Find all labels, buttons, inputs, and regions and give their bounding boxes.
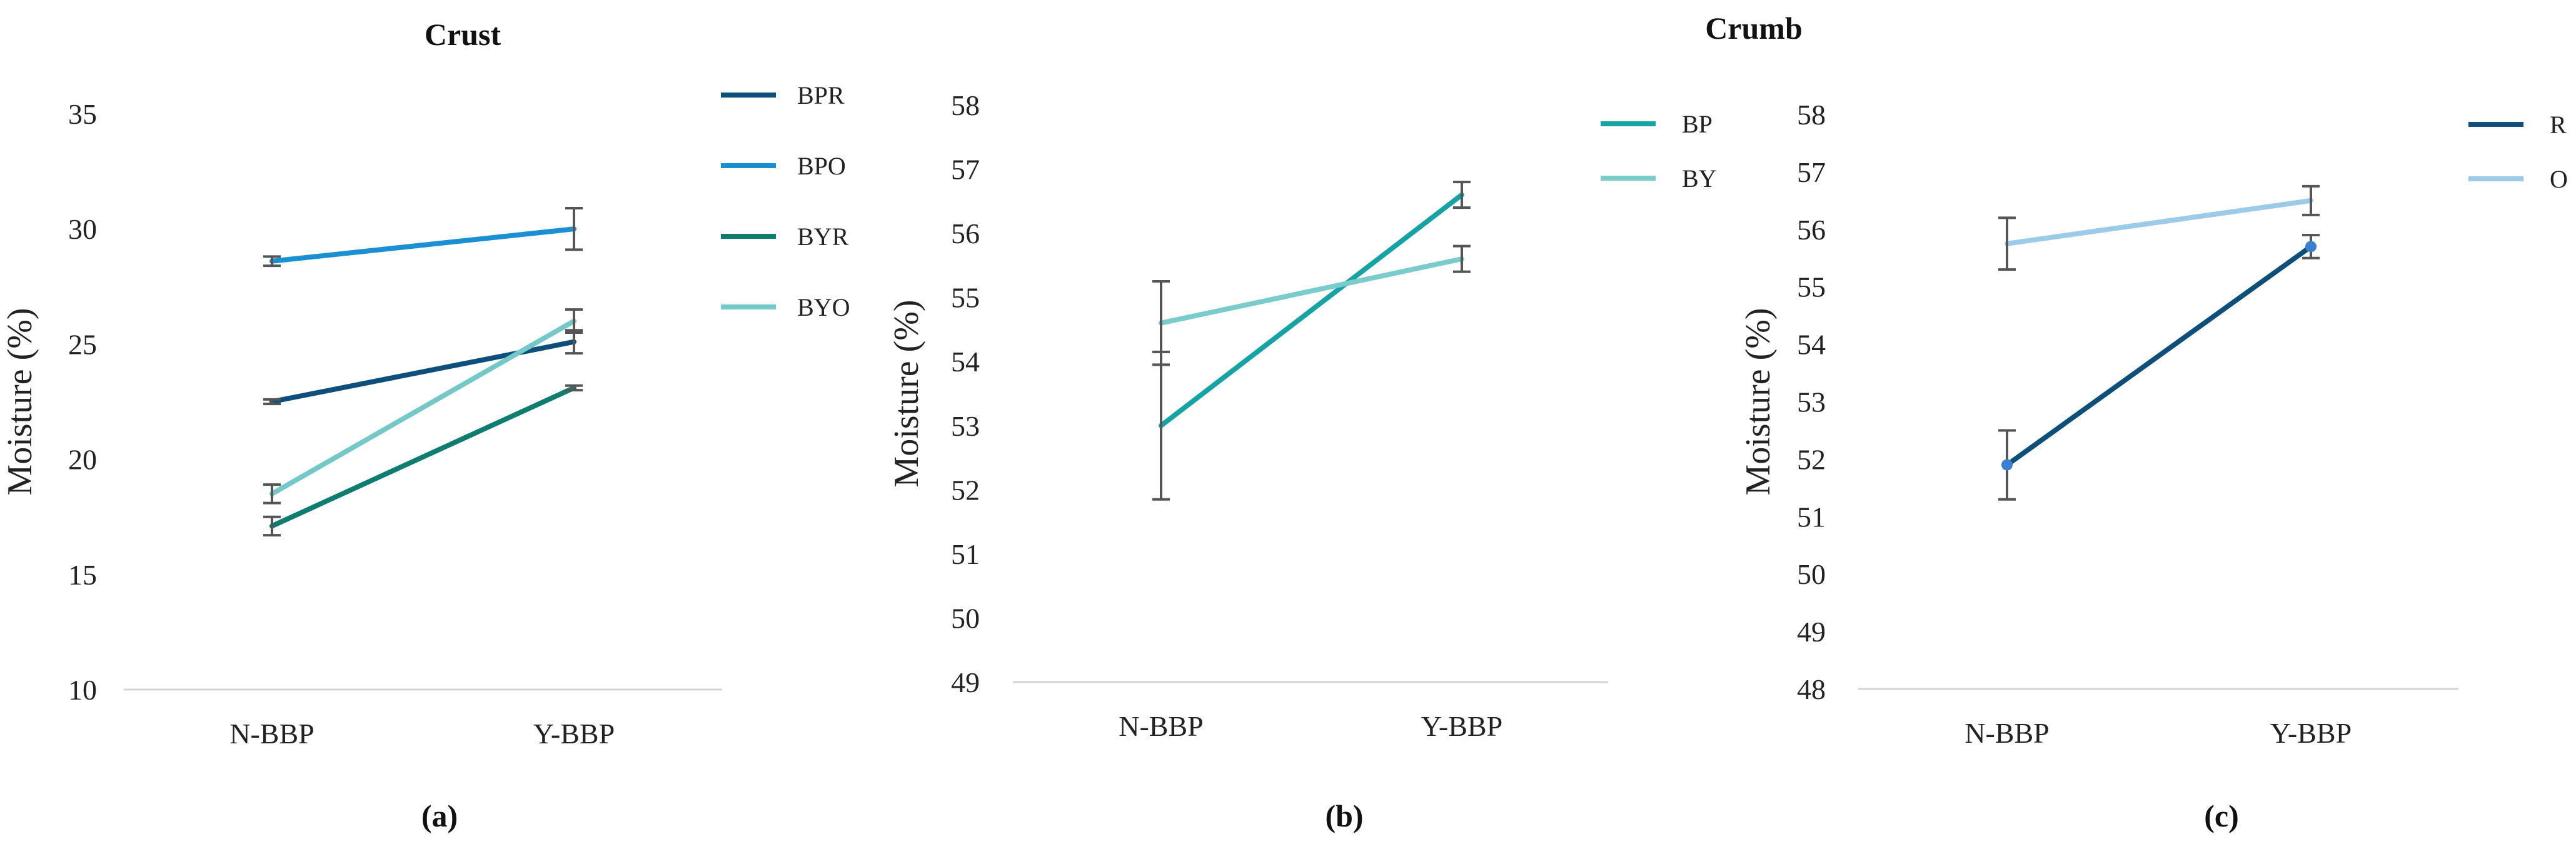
y-tick-label: 20 xyxy=(68,444,97,476)
chart-panel-b: 49 50 51 52 53 54 55 56 57 58 N-BBP Y-BBP Moisture (… xyxy=(887,89,1717,833)
y-tick-label: 52 xyxy=(951,474,980,506)
panel-label: (c) xyxy=(2204,798,2239,833)
y-tick-label: 51 xyxy=(1797,501,1826,533)
data-point-R xyxy=(2001,459,2013,471)
y-tick-label: 54 xyxy=(1797,329,1826,361)
y-tick-label: 25 xyxy=(68,328,97,360)
series-line-BY xyxy=(1159,256,1464,326)
x-tick-label: N-BBP xyxy=(1965,717,2049,749)
series-line-O xyxy=(2005,198,2313,246)
y-tick-label: 50 xyxy=(951,602,980,634)
legend-label-BYR: BYR xyxy=(797,223,849,251)
legend-label-BP: BP xyxy=(1682,110,1713,138)
series-line-BYO xyxy=(269,318,576,496)
series-line-BPR xyxy=(269,339,576,404)
y-tick-label: 48 xyxy=(1797,673,1826,705)
chart-title: Crust xyxy=(425,17,501,52)
chart-panel-a: 10 15 20 25 30 35 N-BBP Y-BBP Moisture (%) Crust B… xyxy=(1,17,850,833)
figure-title: Crumb xyxy=(1705,11,1803,46)
y-tick-label: 30 xyxy=(68,213,97,245)
series-line-R xyxy=(2005,244,2313,468)
legend-label-O: O xyxy=(2550,165,2568,193)
y-axis-label: Moisture (%) xyxy=(887,299,926,487)
y-tick-label: 58 xyxy=(1797,99,1826,131)
y-tick-label: 50 xyxy=(1797,558,1826,590)
panel-label: (a) xyxy=(421,798,458,833)
y-tick-label: 15 xyxy=(68,559,97,591)
y-tick-label: 52 xyxy=(1797,443,1826,475)
y-axis-label: Moisture (%) xyxy=(1739,308,1778,495)
series-line-BYR xyxy=(269,385,576,529)
y-tick-label: 49 xyxy=(1797,616,1826,648)
y-tick-label: 49 xyxy=(951,666,980,698)
y-tick-label: 56 xyxy=(951,218,980,249)
x-tick-label: N-BBP xyxy=(1119,710,1203,742)
y-tick-label: 10 xyxy=(68,674,97,706)
chart-panel-c: 48 49 50 51 52 53 54 55 56 57 58 N-BBP Y-BBP Moisture… xyxy=(1739,99,2568,833)
series-line-BP xyxy=(1159,192,1464,428)
data-point-R xyxy=(2305,241,2317,253)
panel-label: (b) xyxy=(1325,798,1363,833)
legend-label-BY: BY xyxy=(1682,164,1717,193)
y-tick-label: 58 xyxy=(951,89,980,121)
y-tick-label: 53 xyxy=(1797,386,1826,418)
legend-label-BYO: BYO xyxy=(797,293,850,321)
legend-label-R: R xyxy=(2550,111,2567,139)
series-line-BPO xyxy=(269,226,576,264)
y-axis-label: Moisture (%) xyxy=(1,308,39,495)
x-tick-label: Y-BBP xyxy=(2270,717,2352,749)
legend-label-BPR: BPR xyxy=(797,81,845,109)
x-tick-label: Y-BBP xyxy=(533,718,615,750)
y-tick-label: 57 xyxy=(951,154,980,186)
y-tick-label: 54 xyxy=(951,346,980,378)
legend-label-BPO: BPO xyxy=(797,152,846,180)
y-tick-label: 55 xyxy=(1797,271,1826,303)
y-tick-label: 35 xyxy=(68,98,97,130)
y-tick-label: 56 xyxy=(1797,214,1826,246)
y-tick-label: 57 xyxy=(1797,156,1826,188)
y-tick-label: 53 xyxy=(951,410,980,442)
y-tick-label: 55 xyxy=(951,282,980,314)
x-tick-label: Y-BBP xyxy=(1421,710,1502,742)
x-tick-label: N-BBP xyxy=(229,718,314,750)
y-tick-label: 51 xyxy=(951,538,980,570)
